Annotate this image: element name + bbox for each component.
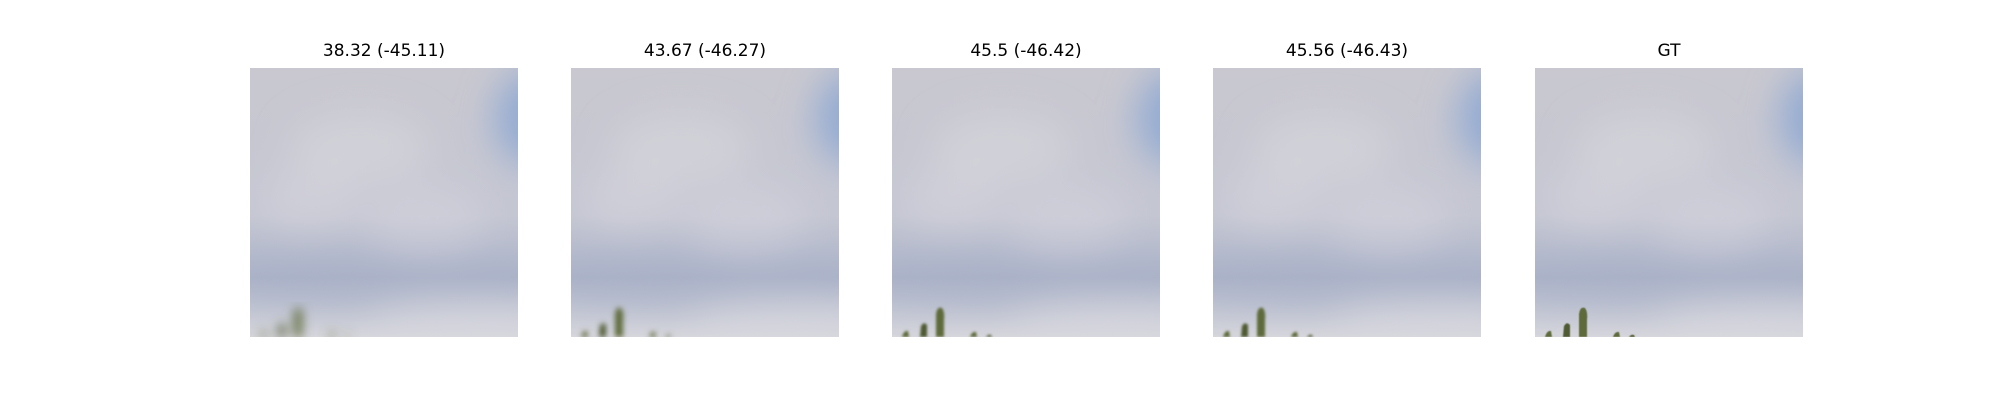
- cloud-layer: [250, 74, 518, 337]
- panel-title: 45.5 (-46.42): [970, 41, 1082, 61]
- vegetation: [260, 307, 350, 337]
- cloud-layer: [1535, 74, 1803, 337]
- sky-image: [892, 68, 1160, 337]
- sky-scene: [1535, 68, 1803, 337]
- sky-scene: [571, 68, 839, 337]
- sky-image: [250, 68, 518, 337]
- vegetation: [581, 307, 671, 337]
- sky-image: [571, 68, 839, 337]
- panel-title: 45.56 (-46.43): [1285, 41, 1409, 61]
- panel-title: 43.67 (-46.27): [643, 41, 767, 61]
- panel-title: GT: [1657, 41, 1681, 61]
- cloud-layer: [1213, 74, 1481, 337]
- sky-scene: [1213, 68, 1481, 337]
- sky-scene: [892, 68, 1160, 337]
- sky-scene: [250, 68, 518, 337]
- cloud-layer: [892, 74, 1160, 337]
- vegetation: [1223, 307, 1313, 337]
- sky-image: [1535, 68, 1803, 337]
- sky-image: [1213, 68, 1481, 337]
- panel-title: 38.32 (-45.11): [322, 41, 446, 61]
- cloud-layer: [571, 74, 839, 337]
- vegetation: [1545, 307, 1635, 337]
- vegetation: [902, 307, 992, 337]
